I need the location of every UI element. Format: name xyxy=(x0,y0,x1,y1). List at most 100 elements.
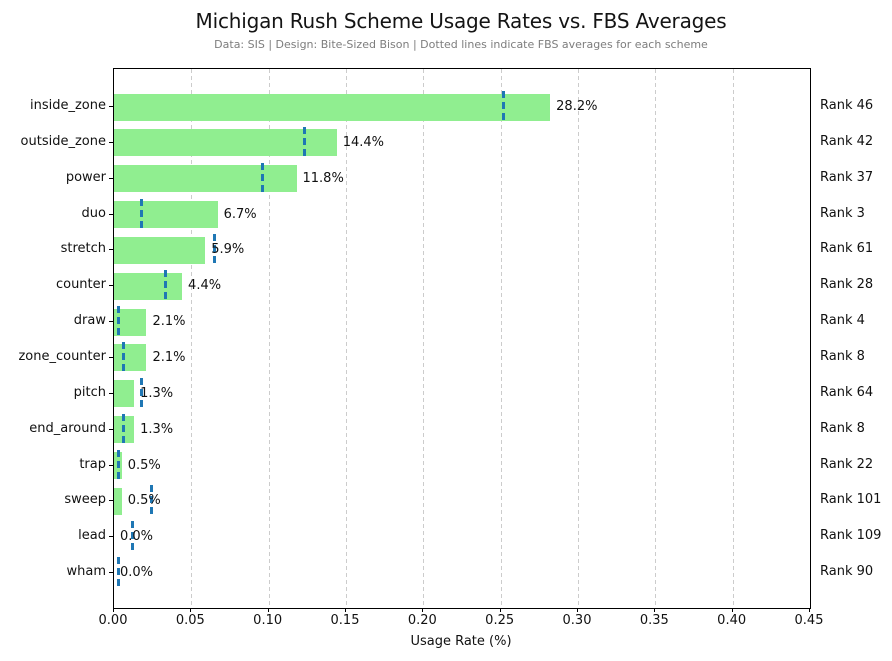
value-label: 0.0% xyxy=(120,565,154,581)
gridline xyxy=(578,69,579,608)
rank-label: Rank 61 xyxy=(820,241,874,257)
x-tick-label: 0.10 xyxy=(253,613,283,628)
x-tick-label: 0.30 xyxy=(562,613,592,628)
gridline xyxy=(655,69,657,608)
bar xyxy=(114,344,147,372)
category-label: trap xyxy=(79,456,106,472)
category-label: pitch xyxy=(73,384,106,400)
gridline xyxy=(500,69,502,608)
x-tick-label: 0.35 xyxy=(639,613,669,628)
rank-label: Rank 101 xyxy=(820,492,882,508)
x-tick xyxy=(113,608,114,612)
fbs-average-line xyxy=(117,449,121,482)
y-tick xyxy=(109,321,113,323)
x-tick-label: 0.40 xyxy=(717,613,747,628)
x-tick xyxy=(809,608,810,612)
bar xyxy=(114,165,297,193)
value-label: 1.3% xyxy=(140,385,174,401)
y-tick xyxy=(109,464,113,466)
gridline xyxy=(346,69,347,608)
category-label: end_around xyxy=(29,420,106,436)
gridline xyxy=(423,69,425,608)
category-label: stretch xyxy=(60,241,106,257)
category-label: zone_counter xyxy=(18,348,106,364)
value-label: 2.1% xyxy=(152,349,186,365)
fbs-average-line xyxy=(149,485,153,518)
x-tick xyxy=(577,608,578,612)
y-tick xyxy=(109,213,113,215)
bar xyxy=(114,129,337,157)
y-tick xyxy=(109,177,113,179)
fbs-average-line xyxy=(502,91,506,123)
x-tick-label: 0.05 xyxy=(175,613,205,628)
x-tick-label: 0.45 xyxy=(794,613,824,628)
category-label: sweep xyxy=(64,492,106,508)
gridline xyxy=(268,69,270,608)
x-tick xyxy=(190,608,192,612)
y-tick xyxy=(109,249,113,251)
x-tick-label: 0.00 xyxy=(98,613,128,628)
y-tick xyxy=(109,392,113,394)
category-label: power xyxy=(65,169,106,185)
y-tick xyxy=(109,536,113,538)
category-label: duo xyxy=(81,205,106,221)
fbs-average-line xyxy=(121,341,125,374)
x-tick xyxy=(654,608,656,612)
value-label: 1.3% xyxy=(140,421,174,437)
value-label: 2.1% xyxy=(152,314,186,330)
category-label: wham xyxy=(66,564,106,580)
y-tick xyxy=(109,356,113,358)
rank-label: Rank 8 xyxy=(820,348,865,364)
value-label: 4.4% xyxy=(188,278,222,294)
chart-title: Michigan Rush Scheme Usage Rates vs. FBS… xyxy=(195,9,727,33)
rank-label: Rank 3 xyxy=(820,205,865,221)
bar xyxy=(114,380,135,408)
fbs-average-line xyxy=(163,270,167,303)
fbs-average-line xyxy=(117,306,121,339)
category-label: lead xyxy=(78,528,106,544)
fbs-average-line xyxy=(140,377,144,410)
rank-label: Rank 8 xyxy=(820,420,865,436)
x-tick xyxy=(422,608,424,612)
value-label: 28.2% xyxy=(556,99,598,114)
rank-label: Rank 109 xyxy=(820,528,882,544)
rank-label: Rank 28 xyxy=(820,277,874,293)
x-tick-label: 0.25 xyxy=(485,613,515,628)
bar xyxy=(114,201,218,229)
x-tick xyxy=(499,608,501,612)
bar xyxy=(114,272,183,300)
value-label: 6.7% xyxy=(223,206,257,222)
value-label: 0.5% xyxy=(127,457,161,473)
y-tick xyxy=(109,572,113,574)
category-label: outside_zone xyxy=(20,133,106,149)
x-tick xyxy=(267,608,269,612)
rank-label: Rank 64 xyxy=(820,384,874,400)
gridline xyxy=(191,69,193,608)
rank-label: Rank 42 xyxy=(820,133,874,149)
fbs-average-line xyxy=(131,521,135,554)
category-label: draw xyxy=(73,313,106,329)
fbs-average-line xyxy=(121,413,125,446)
bar xyxy=(114,487,122,515)
category-label: counter xyxy=(55,277,106,293)
fbs-average-line xyxy=(213,234,217,267)
fbs-average-line xyxy=(302,126,306,159)
rank-label: Rank 22 xyxy=(820,456,874,472)
category-label: inside_zone xyxy=(29,98,106,113)
bar xyxy=(114,236,206,264)
fbs-average-line xyxy=(117,557,121,590)
rank-label: Rank 90 xyxy=(820,564,874,580)
value-label: 5.9% xyxy=(211,242,245,258)
rank-label: Rank 46 xyxy=(820,98,874,113)
value-label: 0.0% xyxy=(120,529,154,545)
plot-area: 28.2% 14.4% 11.8% 6.7% 5.9% 4.4% 2.1% 2.1% 1.3% 1… xyxy=(113,68,811,609)
gridline xyxy=(732,69,734,608)
y-tick xyxy=(109,500,113,502)
x-tick-label: 0.20 xyxy=(407,613,437,628)
x-tick xyxy=(345,608,346,612)
y-tick xyxy=(109,141,113,143)
rank-label: Rank 37 xyxy=(820,169,874,185)
value-label: 0.5% xyxy=(127,493,161,509)
x-tick xyxy=(731,608,733,612)
